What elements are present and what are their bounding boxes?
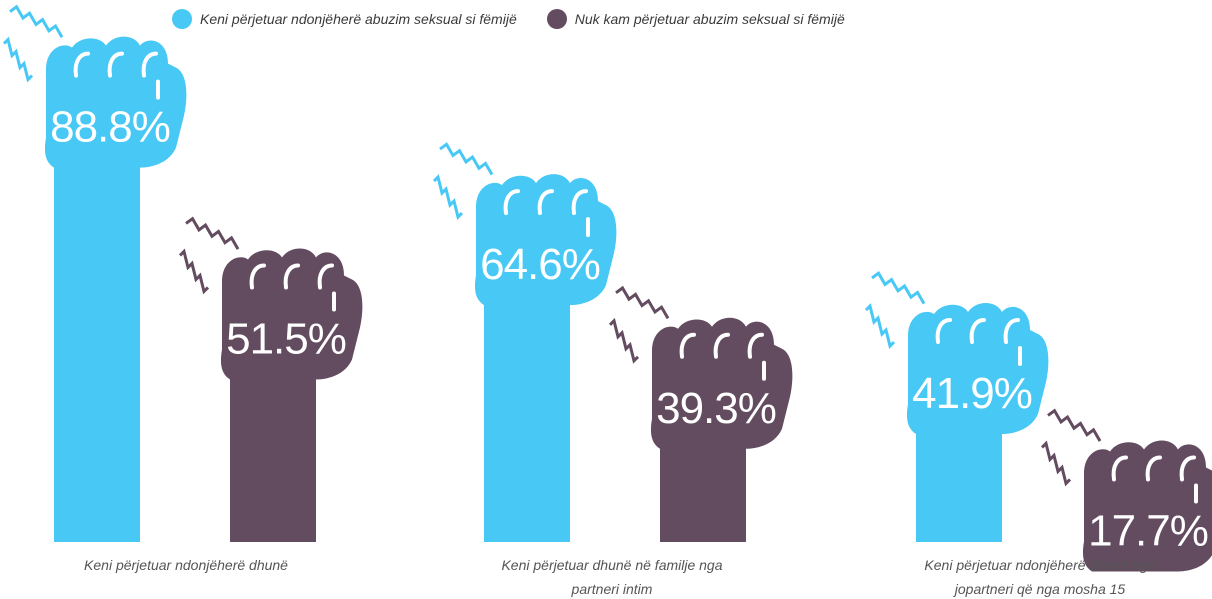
legend: Keni përjetuar ndonjëherë abuzim seksual…	[172, 6, 875, 32]
category-label-2-line-2: partneri intim	[571, 581, 653, 597]
legend-item-1: Keni përjetuar ndonjëherë abuzim seksual…	[172, 9, 517, 29]
legend-label-2: Nuk kam përjetuar abuzim seksual si fëmi…	[574, 11, 845, 27]
bar-2-1	[178, 216, 363, 542]
legend-swatch-2	[546, 9, 567, 29]
bar-1-1	[2, 4, 187, 542]
legend-label-1: Keni përjetuar ndonjëherë abuzim seksual…	[200, 11, 517, 27]
legend-swatch-1	[172, 9, 192, 29]
data-label-2-3: 17.7%	[1088, 506, 1208, 555]
bar-1-2	[432, 142, 617, 542]
data-label-2-1: 51.5%	[226, 314, 346, 363]
bar-2-2	[608, 285, 793, 542]
data-label-2-2: 39.3%	[656, 384, 776, 433]
bar-1-3	[864, 271, 1049, 542]
data-label-1-3: 41.9%	[912, 369, 1032, 418]
bar-2-3	[1040, 408, 1212, 572]
category-label-3-line-1: Keni përjetuar ndonjëherë dhunë nga	[924, 557, 1155, 573]
data-label-1-1: 88.8%	[50, 103, 170, 152]
legend-item-2: Nuk kam përjetuar abuzim seksual si fëmi…	[546, 9, 845, 29]
category-label-1-line-1: Keni përjetuar ndonjëherë dhunë	[84, 557, 288, 573]
category-label-2-line-1: Keni përjetuar dhunë në familje nga	[501, 557, 722, 573]
data-label-1-2: 64.6%	[480, 240, 600, 289]
category-label-3-line-2: jopartneri që nga mosha 15	[953, 581, 1126, 597]
